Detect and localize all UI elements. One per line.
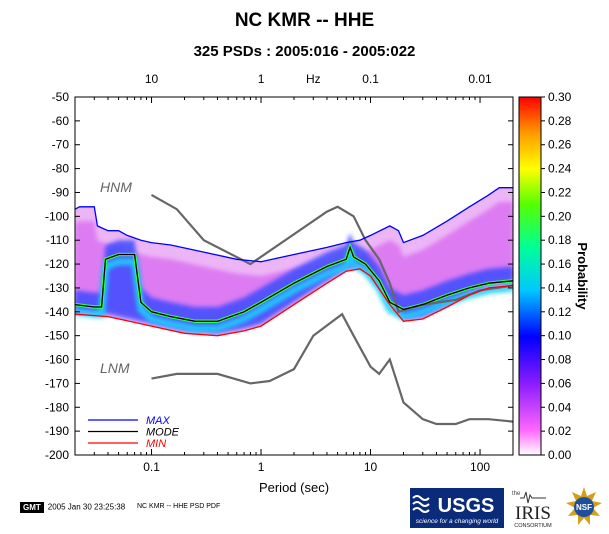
legend-label-mode: MODE (146, 427, 180, 439)
legend-label-max: MAX (146, 415, 171, 427)
footer-date: 2005 Jan 30 23:25:38 (47, 502, 126, 512)
y-tick-label: -60 (52, 114, 70, 128)
lnm-label: LNM (100, 360, 130, 376)
colorbar-tick-label: 0.20 (548, 209, 572, 223)
top-tick-label: 0.1 (362, 72, 379, 86)
colorbar-gradient (518, 96, 542, 456)
y-tick-label: -100 (45, 209, 69, 223)
usgs-logo: USGS science for a changing world (410, 488, 504, 528)
gmt-logo: GMT (20, 502, 44, 513)
nsf-logo: NSF (566, 487, 602, 525)
colorbar-tick-label: 0.28 (548, 114, 572, 128)
chart-title: NC KMR -- HHE (234, 10, 375, 31)
iris-consortium: CONSORTIUM (514, 523, 552, 529)
top-tick-label: 0.01 (468, 72, 492, 86)
colorbar-tick-label: 0.04 (548, 400, 572, 414)
y-tick-label: -80 (52, 162, 70, 176)
top-tick-label: 10 (145, 72, 159, 86)
iris-logo: the IRIS CONSORTIUM (512, 491, 552, 529)
footer-timestamp: GMT 2005 Jan 30 23:25:38 (20, 502, 125, 513)
usgs-tagline: science for a changing world (416, 518, 499, 525)
hnm-label: HNM (100, 179, 132, 195)
nsf-text: NSF (576, 503, 592, 512)
y-tick-label: -190 (45, 424, 69, 438)
statistic-curves: HNM LNM (75, 179, 513, 426)
colorbar-tick-label: 0.12 (548, 305, 572, 319)
y-tick-label: -50 (52, 90, 70, 104)
y-tick-label: -170 (45, 376, 69, 390)
legend-label-min: MIN (146, 438, 166, 450)
y-tick-label: -200 (45, 448, 69, 462)
y-tick-label: -150 (45, 329, 69, 343)
colorbar-tick-label: 0.14 (548, 281, 572, 295)
x-tick-label: 1 (258, 460, 265, 474)
colorbar-tick-label: 0.22 (548, 185, 572, 199)
x-tick-label: 100 (470, 460, 490, 474)
y-tick-label: -70 (52, 138, 70, 152)
y-tick-label: -180 (45, 400, 69, 414)
lnm-curve (151, 312, 513, 426)
colorbar-tick-label: 0.30 (548, 90, 572, 104)
x-tick-label: 0.1 (143, 460, 160, 474)
axes: -50 -60 -70 -80 -90 -100 -110 -120 -130 -140 -150 -… (45, 72, 514, 495)
colorbar-tick-label: 0.16 (548, 257, 572, 271)
y-tick-label: -160 (45, 353, 69, 367)
colorbar-title: Probability (575, 242, 590, 310)
chart-subtitle: 325 PSDs : 2005:016 - 2005:022 (193, 43, 416, 60)
hnm-curve (150, 193, 513, 314)
colorbar-tick-label: 0.02 (548, 424, 572, 438)
colorbar-tick-label: 0.10 (548, 329, 572, 343)
min-curve (75, 268, 513, 337)
iris-the: the (512, 491, 521, 497)
max-curve (75, 187, 513, 263)
y-tick-label: -90 (52, 185, 70, 199)
y-tick-label: -120 (45, 257, 69, 271)
colorbar-tick-label: 0.18 (548, 233, 572, 247)
colorbar-tick-label: 0.26 (548, 138, 572, 152)
y-tick-label: -140 (45, 305, 69, 319)
colorbar-tick-label: 0.06 (548, 376, 572, 390)
colorbar-tick-label: 0.08 (548, 353, 572, 367)
footer-plot-name: NC KMR -- HHE PSD PDF (137, 503, 221, 510)
density-band-cyan (75, 243, 513, 332)
colorbar-tick-label: 0.00 (548, 448, 572, 462)
x-tick-label: 10 (364, 460, 378, 474)
y-tick-label: -110 (46, 233, 69, 247)
pdf-density (75, 187, 513, 336)
top-axis-label: Hz (306, 72, 321, 86)
y-tick-label: -130 (45, 281, 69, 295)
colorbar-tick-label: 0.24 (548, 162, 572, 176)
top-tick-label: 1 (258, 72, 265, 86)
iris-text: IRIS (515, 503, 551, 524)
colorbar: 0.30 0.28 0.26 0.24 0.22 0.20 0.18 0.16 0.14 0.12… (518, 90, 590, 462)
mode-curve (75, 245, 513, 322)
x-axis-label: Period (sec) (259, 480, 329, 495)
usgs-text: USGS (438, 495, 495, 517)
